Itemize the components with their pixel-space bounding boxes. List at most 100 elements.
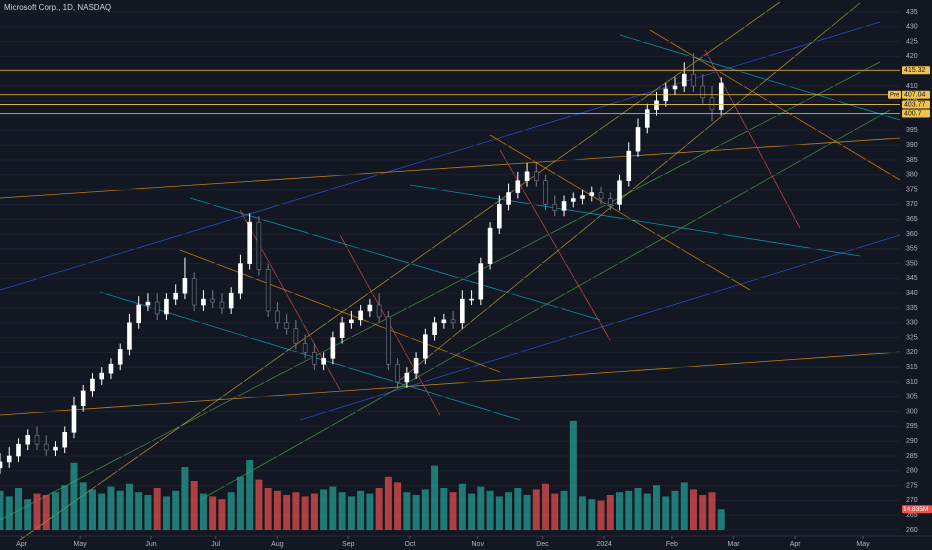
y-tick-label: 395 [906,127,918,134]
chart-title: Microsoft Corp., 1D, NASDAQ [4,3,111,12]
volume-bar [88,489,96,530]
y-tick-label: 265 [906,512,918,519]
volume-bar [190,481,198,530]
y-tick-label: 345 [906,275,918,282]
volume-bar [42,495,50,530]
y-tick-label: 260 [906,527,918,534]
candle-body [136,304,141,324]
volume-bar [680,482,688,530]
volume-bar [449,492,457,530]
x-tick-label: Sep [342,541,355,548]
volume-bar [662,496,670,530]
volume-bar [227,492,235,530]
y-tick-label: 305 [906,394,918,401]
volume-bar [523,495,531,530]
volume-bar [606,495,614,530]
candle-body [90,378,95,392]
volume-bar [514,488,522,530]
volume-bar [255,479,263,530]
candle-body [349,319,354,324]
candle-body [34,434,40,445]
y-tick-label: 315 [906,364,918,371]
volume-bar [125,483,133,530]
x-tick-label: Jul [211,541,220,548]
candle-body [404,372,410,383]
y-tick-label: 385 [906,157,918,164]
candle-body [580,195,585,199]
price-label: 415.32 [904,67,926,74]
candle-body [534,171,539,182]
volume-bar [560,490,568,530]
candle-body [376,304,382,318]
volume-bar [209,496,217,530]
volume-bar [79,482,87,530]
volume-bar [320,489,328,530]
y-tick-label: 310 [906,379,918,386]
volume-bar [338,492,346,530]
pre-label: Pre [890,92,900,98]
candle-body [395,363,400,383]
volume-bar [153,488,161,530]
volume-bar [569,420,577,530]
price-badge [902,100,930,109]
y-tick-label: 290 [906,438,918,445]
candle-body [635,127,641,152]
volume-bar [671,490,679,530]
volume-bar [357,490,365,530]
volume-bar [394,482,402,530]
candle-body [275,310,280,324]
y-tick-label: 390 [906,142,918,149]
volume-bar [643,493,651,530]
y-tick-label: 375 [906,186,918,193]
y-tick-label: 285 [906,453,918,460]
candle-body [497,204,502,229]
pre-badge [888,90,901,99]
y-tick-label: 335 [906,305,918,312]
volume-bar [431,465,439,530]
candle-body [487,227,493,264]
volume-bar [477,486,485,530]
x-tick-label: May [74,541,88,548]
y-tick-label: 365 [906,216,918,223]
candle-body [210,298,215,303]
candle-body [256,221,262,270]
candle-body [626,150,632,182]
volume-bar [273,490,281,530]
x-tick-label: Nov [472,541,485,548]
candle-body [423,334,428,359]
y-tick-label: 430 [906,24,918,31]
candle-body [570,198,576,202]
volume-bar [579,496,587,530]
candle-body [478,263,484,300]
candle-body [617,180,622,205]
volume-badge [902,505,932,514]
candle-body [413,358,419,374]
candle-body [127,322,132,350]
candle-body [524,171,530,182]
volume-bar [532,489,540,530]
volume-bar [181,467,189,530]
candle-body [321,358,326,365]
candle-body [681,73,687,87]
candle-body [62,432,68,448]
candle-body [145,301,151,306]
y-tick-label: 420 [906,53,918,60]
y-tick-label: 275 [906,482,918,489]
x-tick-label: Mar [728,541,741,548]
volume-bar [505,492,513,530]
y-tick-label: 320 [906,349,918,356]
volume-bar [699,495,707,530]
candle-body [386,316,391,365]
volume-label: 14.835M [903,506,928,513]
candle-body [469,298,474,301]
candle-body [598,192,604,199]
candle-body [552,204,558,211]
volume-bar [551,493,559,530]
candle-body [173,292,178,300]
candle-body [99,372,105,380]
volume-bar [51,492,59,530]
candle-body [543,180,548,205]
candle-body [432,322,437,335]
